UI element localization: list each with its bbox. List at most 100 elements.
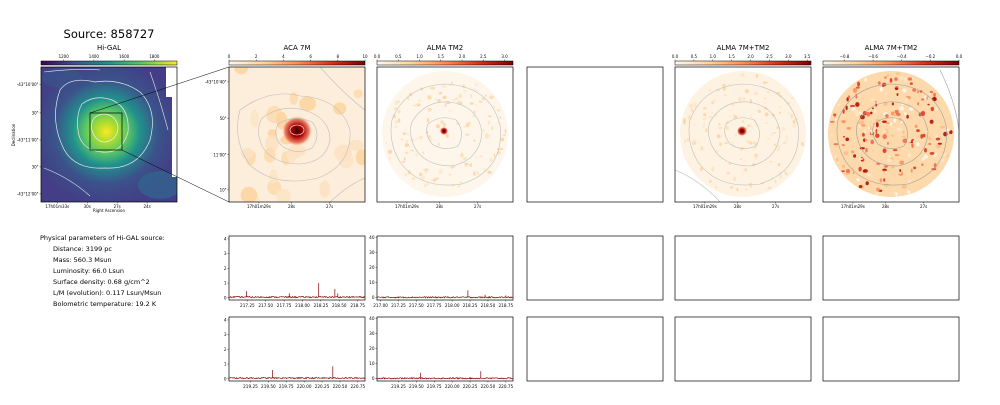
noise-blob — [348, 139, 364, 151]
noise-blob — [703, 122, 706, 126]
noise-blob — [922, 133, 926, 138]
noise-blob — [463, 89, 467, 93]
noise-blob — [440, 120, 444, 124]
noise-blob — [777, 162, 781, 167]
colorbar-tick-label: 2.5 — [766, 54, 773, 59]
noise-blob — [459, 100, 462, 103]
colorbar-residual — [822, 60, 960, 66]
noise-blob — [906, 139, 912, 143]
noise-blob — [850, 104, 856, 108]
noise-blob — [401, 160, 406, 163]
noise-blob — [928, 136, 931, 141]
noise-blob — [767, 137, 770, 140]
noise-blob — [394, 125, 398, 128]
spectrum-frame — [228, 316, 366, 382]
x-tick-label: 220.25 — [463, 384, 478, 389]
noise-blob — [410, 139, 415, 141]
noise-blob — [353, 89, 363, 98]
noise-blob — [874, 108, 877, 115]
colorbar-tick-label: 1.0 — [710, 54, 717, 59]
noise-blob — [435, 124, 440, 129]
noise-blob — [502, 134, 507, 137]
panel-title-aca7m: ACA 7M — [283, 44, 310, 52]
tm2-contour — [410, 101, 483, 167]
spectrum-baseline — [376, 376, 514, 380]
noise-blob — [754, 156, 758, 159]
noise-blob — [732, 176, 737, 181]
noise-blob — [895, 112, 901, 117]
x-tick-label: 218.25 — [463, 303, 478, 308]
y-tick-label: 0 — [224, 295, 227, 300]
noise-blob — [788, 111, 791, 115]
spectrum-baseline — [228, 376, 366, 380]
noise-blob — [870, 98, 875, 102]
spectrum-panel-7m-spw1: 217.25 217.50 217.75 218.00 218.25 218.50 218.… — [224, 235, 366, 308]
frame-higal — [40, 66, 178, 203]
colorbar-tick-label: 3.5 — [804, 54, 811, 59]
residual-contour — [856, 101, 929, 167]
noise-blob — [478, 155, 483, 158]
colorbar-alma-7m-tm2 — [674, 60, 812, 66]
noise-blob — [907, 190, 911, 194]
noise-blob — [703, 113, 707, 117]
y-tick-label: 1 — [224, 362, 227, 367]
noise-blob — [886, 157, 892, 163]
noise-blob — [837, 104, 840, 107]
y-tick-label: -43°11'00" — [17, 137, 39, 142]
noise-blob — [917, 102, 919, 106]
info-lm-evolution: L/M (evolution): 0.117 Lsun/Msun — [53, 289, 161, 297]
noise-blob — [884, 92, 888, 95]
noise-blob — [489, 95, 494, 100]
noise-blob — [764, 122, 769, 124]
noise-blob — [921, 163, 924, 166]
x-tick-label: 219.50 — [261, 384, 276, 389]
noise-blob — [686, 138, 690, 142]
noise-blob — [762, 101, 768, 104]
noise-blob — [845, 168, 851, 174]
noise-blob — [846, 126, 852, 130]
noise-blob — [705, 128, 708, 133]
noise-blob — [438, 169, 443, 174]
x-tick-label: 217.25 — [240, 303, 255, 308]
noise-blob — [920, 134, 924, 139]
noise-blob — [929, 151, 935, 155]
noise-blob — [920, 98, 925, 101]
noise-blob — [451, 81, 454, 84]
axis-ticks-aca7m: 17h01m29s 28s 27s -43°10'40" 50" 11'00" 10" — [205, 79, 333, 209]
noise-blob — [883, 178, 886, 182]
noise-blob — [890, 165, 895, 169]
noise-blob — [923, 154, 929, 159]
x-tick-label: 220.00 — [297, 384, 312, 389]
x-tick-label: 24s — [143, 204, 150, 209]
ylabel-higal: Declination — [11, 123, 16, 146]
noise-blob — [426, 118, 430, 123]
colorbar-tick-label: 1.5 — [438, 54, 445, 59]
noise-blob — [892, 114, 897, 117]
noise-blob — [776, 147, 781, 152]
noise-blob — [400, 138, 404, 141]
noise-blob — [882, 133, 887, 140]
noise-blob — [499, 116, 501, 119]
noise-blob — [908, 179, 912, 184]
noise-blob — [939, 125, 945, 129]
y-tick-label: 20 — [369, 346, 375, 351]
noise-blob — [864, 138, 868, 142]
noise-blob — [437, 98, 441, 103]
noise-blob — [901, 135, 906, 138]
frame-alma-7m-tm2 — [674, 66, 812, 203]
y-tick-label: 30" — [32, 110, 39, 115]
noise-blob — [899, 169, 902, 172]
y-tick-label: 40 — [369, 235, 375, 240]
panel-higal: Hi-GAL 1200 1400 1600 1800 17h01m33s 30s 27s 2… — [11, 44, 230, 213]
colorbar-ticks-residual: −0.8 −0.6 −0.4 −0.2 0.0 — [840, 54, 963, 61]
noise-blob — [722, 87, 726, 91]
noise-blob — [912, 88, 916, 92]
zoom-box — [89, 112, 123, 151]
noise-blob — [869, 111, 873, 115]
y-tick-label: 2 — [224, 347, 227, 352]
noise-blob — [778, 111, 782, 114]
x-tick-label: 27s — [114, 204, 121, 209]
noise-blob — [473, 139, 476, 143]
noise-blob — [442, 84, 447, 89]
